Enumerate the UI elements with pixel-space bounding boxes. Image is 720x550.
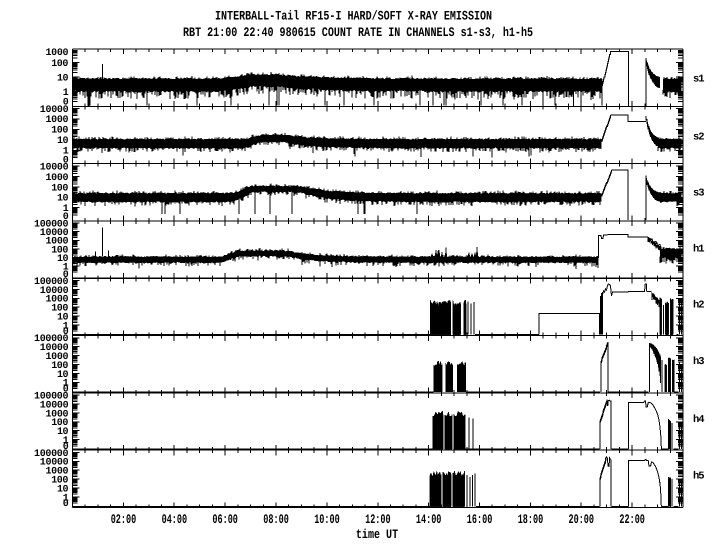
svg-text:1000: 1000 [46, 467, 69, 478]
svg-text:0: 0 [63, 270, 69, 281]
svg-text:100: 100 [51, 245, 68, 256]
svg-text:0: 0 [63, 442, 69, 453]
svg-text:1000: 1000 [46, 295, 69, 306]
svg-text:s1: s1 [693, 74, 705, 86]
svg-text:1: 1 [63, 321, 69, 332]
svg-text:10000: 10000 [40, 286, 69, 297]
svg-text:h3: h3 [693, 356, 705, 368]
svg-text:100: 100 [51, 361, 68, 372]
svg-text:10000: 10000 [40, 343, 69, 354]
svg-text:1: 1 [63, 493, 69, 504]
svg-text:04:00: 04:00 [162, 512, 188, 527]
svg-text:1: 1 [63, 204, 69, 215]
svg-text:10:00: 10:00 [314, 512, 340, 527]
svg-text:0: 0 [63, 327, 69, 338]
svg-text:1000: 1000 [46, 173, 69, 184]
svg-text:10: 10 [57, 313, 69, 324]
svg-text:1: 1 [63, 436, 69, 447]
svg-text:10000: 10000 [40, 458, 69, 469]
svg-text:0: 0 [63, 499, 69, 510]
svg-text:1000: 1000 [46, 409, 69, 420]
svg-text:0: 0 [63, 385, 69, 396]
svg-text:10: 10 [57, 484, 69, 495]
svg-text:1000: 1000 [46, 352, 69, 363]
svg-text:h5: h5 [693, 471, 705, 483]
svg-text:h4: h4 [693, 414, 705, 426]
svg-text:10: 10 [57, 74, 69, 85]
svg-text:10: 10 [57, 136, 69, 147]
svg-text:1: 1 [63, 263, 69, 274]
svg-text:1000: 1000 [46, 237, 69, 248]
svg-text:18:00: 18:00 [518, 512, 544, 527]
svg-text:s3: s3 [693, 188, 705, 200]
svg-text:0: 0 [63, 212, 69, 223]
svg-text:INTERBALL-Tail RF15-I HARD/SOF: INTERBALL-Tail RF15-I HARD/SOFT X-RAY EM… [215, 9, 492, 24]
svg-text:12:00: 12:00 [365, 512, 391, 527]
svg-text:20:00: 20:00 [569, 512, 595, 527]
svg-text:10000: 10000 [40, 400, 69, 411]
svg-text:100000: 100000 [34, 334, 69, 345]
svg-text:10: 10 [57, 370, 69, 381]
svg-text:h2: h2 [693, 300, 705, 312]
svg-text:0: 0 [63, 156, 69, 167]
svg-text:1: 1 [63, 88, 69, 99]
svg-text:100: 100 [51, 59, 68, 70]
svg-text:100: 100 [51, 126, 68, 137]
svg-text:100000: 100000 [34, 220, 69, 231]
svg-text:10: 10 [57, 427, 69, 438]
svg-text:10: 10 [57, 254, 69, 265]
svg-text:10000: 10000 [40, 163, 69, 174]
svg-text:1000: 1000 [46, 48, 69, 59]
svg-text:16:00: 16:00 [467, 512, 493, 527]
svg-text:14:00: 14:00 [416, 512, 442, 527]
svg-text:RBT 21:00 22:40 980615 COUNT: RBT 21:00 22:40 980615 COUNT RATE IN CHA… [183, 25, 533, 40]
svg-text:100000: 100000 [34, 392, 69, 403]
svg-text:s2: s2 [693, 132, 705, 144]
svg-text:10: 10 [57, 194, 69, 205]
svg-text:10000: 10000 [40, 228, 69, 239]
svg-text:1: 1 [63, 379, 69, 390]
svg-text:h1: h1 [693, 244, 705, 256]
svg-text:06:00: 06:00 [212, 512, 238, 527]
svg-text:time UT: time UT [356, 527, 398, 542]
svg-text:02:00: 02:00 [111, 512, 137, 527]
svg-text:0: 0 [63, 97, 69, 108]
svg-text:1: 1 [63, 147, 69, 158]
svg-text:10000: 10000 [40, 105, 69, 116]
svg-text:100000: 100000 [34, 449, 69, 460]
svg-text:22:00: 22:00 [619, 512, 645, 527]
svg-text:100000: 100000 [34, 277, 69, 288]
svg-text:100: 100 [51, 183, 68, 194]
svg-text:100: 100 [51, 304, 68, 315]
svg-text:100: 100 [51, 418, 68, 429]
svg-text:08:00: 08:00 [263, 512, 289, 527]
svg-text:1000: 1000 [46, 115, 69, 126]
svg-text:100: 100 [51, 476, 68, 487]
